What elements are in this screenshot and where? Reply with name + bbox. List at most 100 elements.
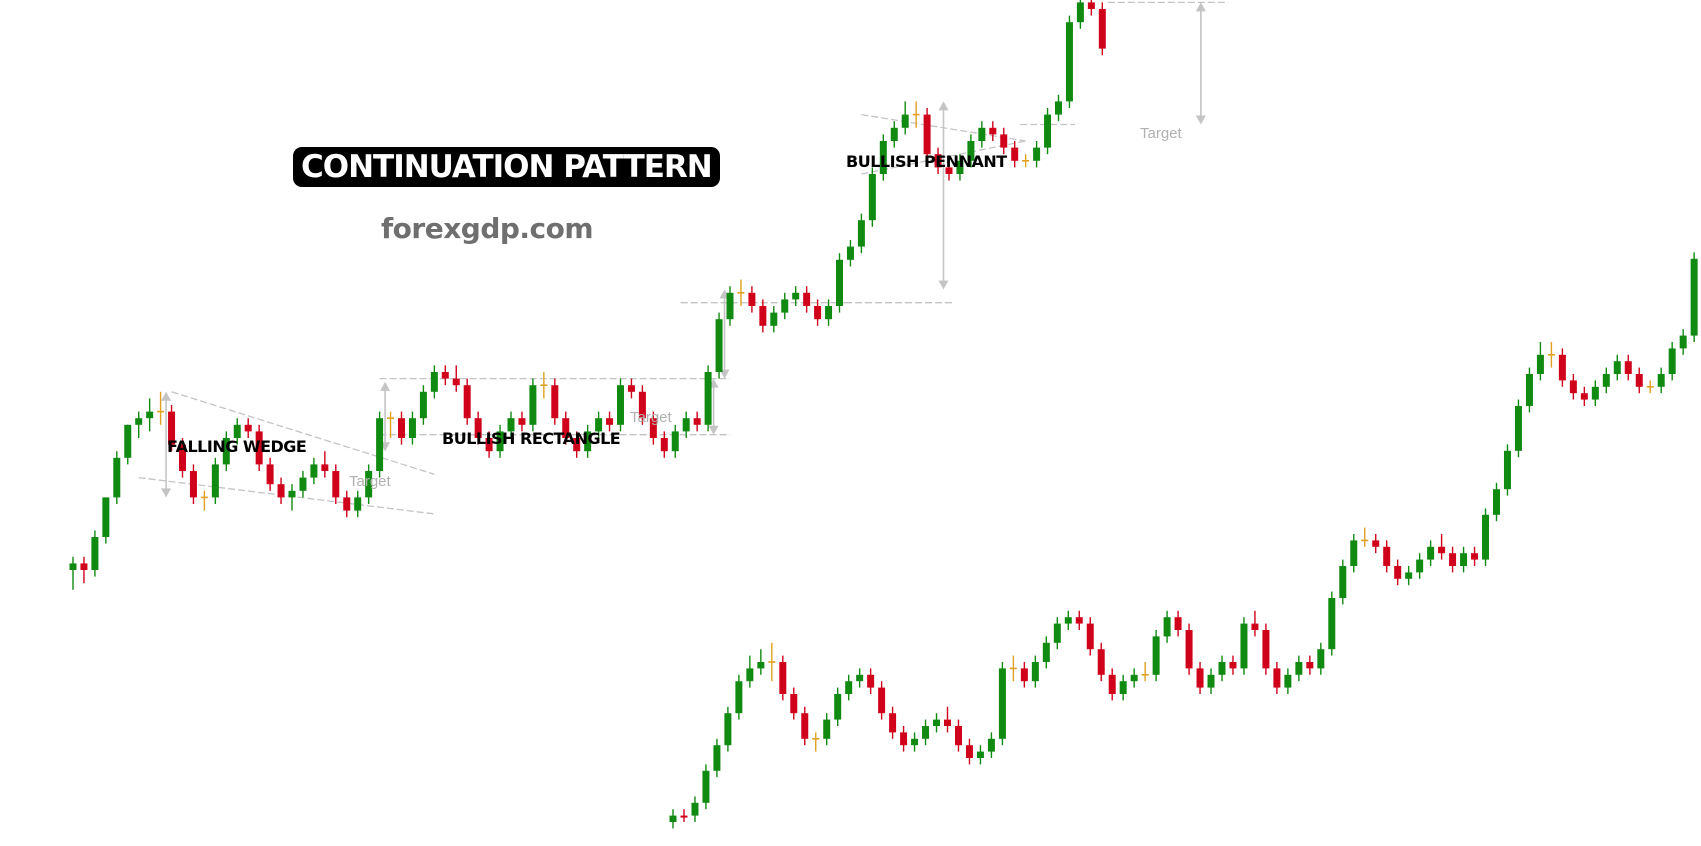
pattern-body bbox=[299, 477, 307, 491]
trend-candle bbox=[1591, 380, 1599, 406]
trend-body bbox=[1086, 623, 1094, 650]
pattern-body bbox=[989, 127, 997, 135]
pattern-candle bbox=[956, 154, 964, 181]
pattern-body bbox=[365, 471, 373, 498]
target-arrow bbox=[1195, 2, 1206, 125]
trend-body bbox=[878, 687, 886, 714]
page-title: CONTINUATION PATTERN bbox=[293, 147, 720, 187]
trend-body bbox=[1185, 630, 1193, 669]
pattern-candle bbox=[606, 411, 614, 432]
pattern-body bbox=[332, 471, 340, 498]
trend-body bbox=[1196, 668, 1204, 688]
pattern-body bbox=[1044, 114, 1052, 148]
pattern-candle bbox=[189, 464, 197, 504]
trend-body bbox=[1383, 546, 1391, 566]
pattern-body bbox=[1087, 2, 1095, 9]
pattern-candle bbox=[1098, 2, 1106, 56]
pattern-candle bbox=[923, 108, 931, 161]
trend-body bbox=[801, 713, 809, 739]
pattern-body bbox=[825, 306, 833, 320]
trend-body bbox=[1240, 623, 1248, 669]
pattern-body bbox=[715, 319, 723, 372]
pattern-body bbox=[945, 167, 953, 174]
pattern-candle bbox=[69, 556, 77, 590]
pattern-candle bbox=[474, 411, 482, 445]
pattern-candle bbox=[343, 490, 351, 518]
trend-body bbox=[1569, 380, 1577, 394]
trend-candle bbox=[1152, 630, 1160, 682]
trend-candle bbox=[900, 726, 908, 752]
pattern-body bbox=[222, 438, 230, 465]
pattern-candle bbox=[1033, 141, 1041, 168]
trend-body bbox=[944, 719, 951, 726]
trend-candle bbox=[724, 706, 732, 752]
pattern-candle bbox=[408, 411, 416, 445]
trend-candle bbox=[1284, 668, 1292, 694]
trend-candle bbox=[1405, 566, 1413, 586]
trend-body bbox=[911, 738, 919, 746]
falling-wedge-label: FALLING WEDGE bbox=[167, 437, 307, 456]
target-arrow-head-down bbox=[708, 425, 719, 435]
pattern-body bbox=[452, 378, 460, 386]
pattern-candle bbox=[671, 424, 679, 458]
trend-body bbox=[1438, 546, 1446, 554]
trend-body bbox=[1163, 617, 1171, 637]
pattern-candle bbox=[124, 424, 132, 465]
trend-body bbox=[1350, 540, 1358, 566]
trend-candle bbox=[1229, 655, 1237, 675]
target-arrow-head-down bbox=[161, 488, 172, 498]
trend-body bbox=[845, 681, 853, 694]
pattern-candle bbox=[978, 121, 986, 148]
pattern-body bbox=[277, 484, 285, 498]
pattern-body bbox=[233, 424, 241, 438]
trend-candle bbox=[1141, 662, 1149, 682]
pattern-candle bbox=[441, 365, 449, 386]
trend-candle bbox=[1009, 655, 1017, 682]
trend-candle bbox=[1251, 610, 1259, 637]
trend-body bbox=[1042, 642, 1050, 662]
trend-body bbox=[1064, 617, 1072, 624]
pattern-body bbox=[781, 299, 789, 313]
trend-body bbox=[669, 815, 677, 822]
pattern-body bbox=[879, 141, 887, 174]
trend-body bbox=[856, 674, 864, 682]
pattern-candle bbox=[485, 431, 493, 458]
pattern-candle bbox=[803, 286, 811, 313]
trend-body bbox=[1591, 386, 1599, 400]
trend-candle bbox=[856, 668, 864, 688]
trend-body bbox=[1460, 553, 1468, 566]
trend-body bbox=[1602, 374, 1610, 387]
pattern-body bbox=[857, 220, 865, 247]
pattern-candle bbox=[748, 286, 756, 313]
pattern-body bbox=[660, 438, 668, 452]
trend-candle bbox=[735, 674, 743, 720]
trend-body bbox=[1262, 630, 1270, 669]
trend-body bbox=[1339, 566, 1347, 598]
pattern-body bbox=[814, 306, 822, 320]
trend-candle bbox=[1361, 527, 1369, 547]
trend-candle bbox=[911, 732, 919, 752]
pattern-body bbox=[310, 464, 318, 478]
pattern-candle bbox=[365, 464, 373, 504]
trend-body bbox=[790, 694, 798, 714]
pattern-body bbox=[507, 418, 515, 432]
pattern-body bbox=[113, 457, 121, 498]
trend-candle bbox=[867, 668, 875, 694]
pattern-candle bbox=[135, 411, 143, 438]
pattern-body bbox=[638, 391, 646, 419]
trend-candle bbox=[1646, 380, 1654, 394]
trend-body bbox=[1690, 258, 1698, 336]
trend-candle bbox=[702, 764, 710, 810]
trend-body bbox=[702, 770, 710, 803]
trend-candle bbox=[1372, 534, 1380, 554]
trend-body bbox=[1295, 662, 1303, 675]
pattern-candle bbox=[1055, 94, 1062, 122]
trend-body bbox=[1668, 348, 1676, 374]
trend-body bbox=[1317, 649, 1325, 669]
trend-candle bbox=[1328, 591, 1336, 656]
trend-candle bbox=[1503, 444, 1511, 496]
trend-candle bbox=[1262, 623, 1270, 675]
pattern-body bbox=[682, 418, 690, 432]
pattern-body bbox=[978, 127, 986, 141]
